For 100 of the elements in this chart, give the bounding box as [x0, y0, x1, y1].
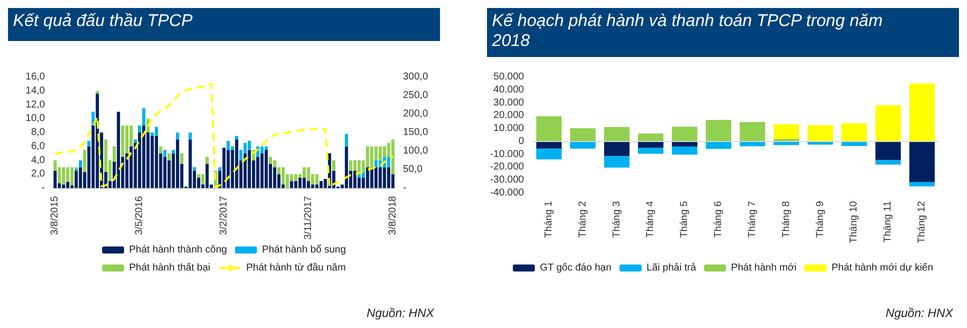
bar: [273, 167, 276, 188]
legend-label: Phát hành bổ sung: [262, 244, 346, 256]
bar: [332, 160, 336, 171]
x-tick-label: Tháng 2: [577, 200, 588, 238]
bar: [154, 126, 158, 136]
bar: [306, 181, 310, 188]
bar: [370, 146, 374, 168]
y-tick-label: 30.000: [493, 97, 524, 108]
bar: [387, 156, 390, 168]
y2-tick-label: 200,0: [403, 108, 428, 120]
x-tick-label: Tháng 8: [780, 200, 792, 238]
bar: [909, 182, 935, 186]
bar: [570, 128, 596, 142]
bar: [83, 150, 86, 172]
y-tick-label: 10.000: [493, 123, 524, 134]
bar: [222, 148, 226, 188]
bar: [315, 184, 318, 188]
bar: [311, 184, 314, 188]
bar: [125, 126, 128, 154]
bar: [66, 167, 70, 182]
y2-tick-label: 150,0: [403, 127, 428, 138]
bar: [78, 167, 82, 188]
bar: [638, 148, 664, 154]
x-tick-label: 3/11/2017: [302, 196, 314, 240]
bar: [294, 174, 298, 182]
bar: [163, 150, 166, 157]
bar: [353, 160, 356, 171]
y-tick-label: -10.000: [490, 148, 524, 160]
bar: [256, 156, 260, 188]
bar: [290, 181, 294, 188]
x-tick-label: 3/8/2018: [387, 196, 398, 235]
bar: [70, 167, 74, 186]
bar: [248, 140, 251, 150]
bar: [344, 134, 348, 146]
x-tick-label: 3/2/2017: [218, 196, 230, 235]
bar: [163, 156, 166, 188]
bar: [188, 132, 192, 140]
bar: [172, 150, 175, 154]
bar: [260, 146, 264, 154]
bar: [378, 146, 382, 160]
y-tick-label: 16,0: [26, 72, 46, 82]
legend-label: Lãi phải trả: [646, 262, 696, 274]
bar: [536, 148, 562, 160]
bar: [142, 108, 146, 126]
bar: [808, 125, 834, 142]
bar: [366, 167, 370, 188]
bar: [302, 167, 306, 178]
y-tick-label: -40.000: [490, 188, 524, 198]
chart-title: Kế hoạch phát hành và thanh toán TPCP trong năm 2018: [492, 11, 883, 50]
x-tick-label: Tháng 11: [882, 200, 894, 243]
y2-tick-label: -: [403, 182, 406, 194]
bar: [391, 139, 394, 174]
bar: [387, 167, 390, 188]
bar: [273, 160, 276, 168]
bar: [66, 182, 70, 188]
bar: [226, 140, 230, 150]
legend-label: GT gốc đáo hạn: [540, 262, 612, 274]
x-tick-label: Tháng 5: [679, 200, 690, 238]
bar: [201, 174, 204, 185]
bar: [570, 141, 596, 149]
bar: [604, 127, 630, 142]
bar: [536, 141, 562, 149]
bar: [138, 126, 142, 132]
bar: [294, 181, 298, 188]
bar: [774, 124, 800, 139]
bar: [672, 141, 698, 146]
bar: [235, 136, 238, 140]
bar: [672, 126, 698, 142]
y-tick-label: -: [42, 182, 45, 194]
bar: [875, 160, 901, 165]
bar: [366, 146, 370, 168]
bar: [218, 167, 222, 171]
bar: [315, 174, 318, 185]
legend-label: Phát hành từ đầu năm: [246, 262, 346, 274]
y2-tick-label: 250,0: [403, 90, 428, 101]
bar: [740, 122, 766, 142]
bar: [306, 167, 310, 182]
bar: [841, 123, 867, 142]
bar: [176, 132, 180, 140]
x-tick-label: Tháng 9: [814, 200, 826, 238]
bar: [264, 146, 268, 150]
x-tick-label: 3/8/2015: [50, 196, 61, 235]
bar: [298, 178, 302, 188]
bar: [638, 133, 664, 142]
y-tick-label: 4,0: [31, 154, 46, 166]
bar: [150, 136, 154, 188]
bar: [159, 146, 162, 154]
x-tick-label: Tháng 10: [848, 200, 860, 244]
y-tick-label: 6,0: [31, 140, 46, 152]
bar: [130, 146, 133, 188]
bar: [282, 167, 285, 185]
x-tick-label: Tháng 6: [713, 200, 724, 238]
bar: [909, 83, 935, 142]
bar: [260, 153, 264, 188]
bar: [604, 156, 630, 168]
bar: [188, 139, 192, 188]
legend-label: Phát hành mới: [731, 262, 797, 274]
bar: [264, 150, 268, 188]
x-tick-label: 3/5/2016: [134, 196, 146, 235]
bar: [382, 146, 386, 157]
